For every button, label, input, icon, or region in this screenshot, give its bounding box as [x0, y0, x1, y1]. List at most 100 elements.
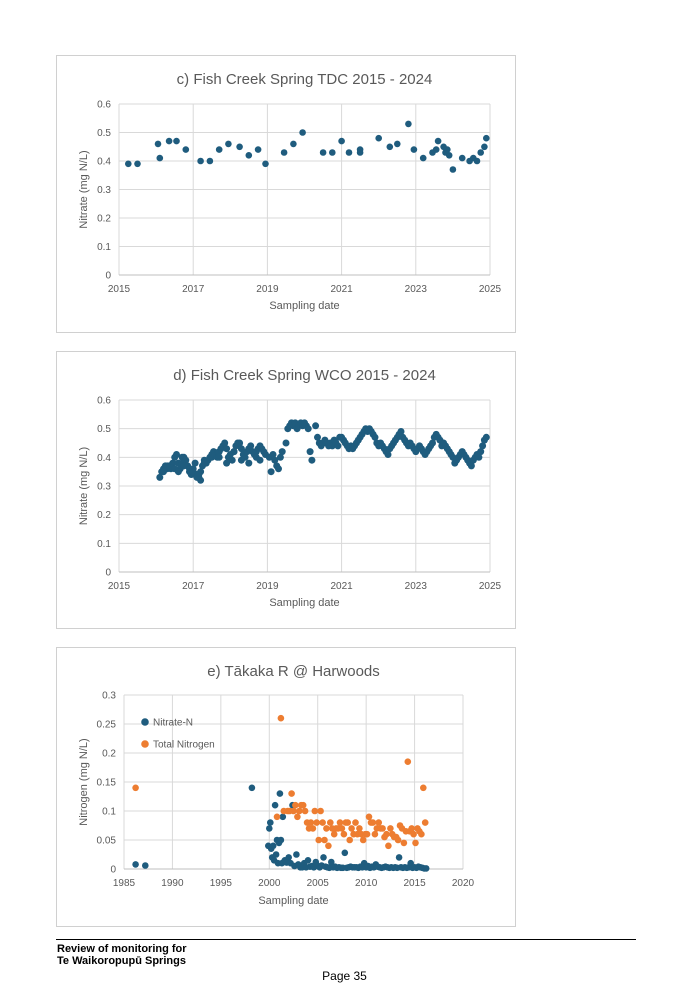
- legend-label: Nitrate-N: [153, 718, 193, 729]
- x-tick-label: 2019: [256, 284, 279, 295]
- data-point: [432, 146, 440, 153]
- x-tick-label: 2020: [452, 878, 475, 889]
- data-point: [445, 152, 453, 159]
- data-point: [267, 468, 275, 476]
- data-point: [346, 836, 354, 844]
- y-tick-label: 0: [105, 568, 111, 579]
- data-point: [236, 143, 243, 151]
- y-tick-label: 0: [110, 865, 116, 876]
- x-tick-label: 2023: [405, 581, 428, 592]
- data-point: [309, 825, 317, 832]
- data-point: [319, 819, 326, 826]
- data-point: [182, 146, 190, 153]
- data-point: [365, 813, 373, 821]
- data-point: [479, 442, 487, 450]
- data-point: [225, 140, 232, 148]
- data-point: [321, 836, 328, 844]
- y-tick-label: 0.2: [97, 214, 111, 225]
- chart-title: c) Fish Creek Spring TDC 2015 - 2024: [177, 71, 433, 88]
- data-point: [271, 456, 279, 464]
- footer-line-1: Review of monitoring for: [57, 943, 187, 955]
- data-point: [340, 830, 348, 838]
- data-point: [299, 801, 307, 809]
- data-point: [306, 448, 314, 456]
- data-point: [330, 830, 338, 838]
- x-tick-label: 1995: [210, 878, 233, 889]
- data-point: [301, 807, 309, 815]
- x-tick-label: 1985: [113, 878, 136, 889]
- data-point: [272, 851, 280, 858]
- data-point: [317, 807, 324, 815]
- x-tick-label: 1990: [161, 878, 184, 889]
- footer-line-2: Te Waikoropupū Springs: [57, 955, 186, 967]
- data-point: [165, 137, 173, 145]
- data-point: [328, 858, 335, 866]
- data-point: [408, 825, 416, 832]
- data-point: [285, 854, 292, 861]
- data-point: [371, 830, 379, 838]
- data-point: [348, 825, 355, 832]
- data-point: [395, 854, 403, 861]
- x-tick-label: 2010: [355, 878, 378, 889]
- data-point: [292, 801, 299, 809]
- data-point: [307, 819, 315, 826]
- data-point: [269, 842, 277, 850]
- chart-e-svg: 0 0.05 0.1 0.15 0.2 0.25 0.3 1985 1990 1995 2000 20…: [78, 663, 475, 907]
- data-point: [142, 862, 149, 869]
- data-point: [173, 451, 180, 458]
- chart-panel-c: 0 0.1 0.2 0.3 0.4 0.5 0.6 2015 2017 2019 2021 2023 2…: [56, 55, 516, 333]
- data-point: [197, 157, 204, 165]
- y-tick-label: 0.4: [97, 453, 111, 464]
- data-point: [132, 784, 139, 792]
- data-point: [444, 146, 451, 153]
- y-tick-label: 0.6: [97, 396, 111, 407]
- data-point: [299, 129, 306, 136]
- data-point: [266, 825, 273, 832]
- footer-divider: [56, 939, 636, 940]
- data-point: [334, 442, 342, 450]
- data-point: [363, 830, 371, 838]
- data-point: [230, 448, 238, 456]
- data-point: [208, 451, 216, 458]
- data-point: [245, 459, 253, 467]
- data-point: [405, 120, 412, 128]
- data-point: [434, 137, 442, 145]
- data-point: [313, 819, 321, 826]
- data-point: [477, 149, 485, 156]
- data-point: [215, 453, 223, 461]
- data-point: [277, 836, 285, 844]
- data-point: [384, 451, 392, 458]
- data-point: [156, 154, 164, 162]
- data-point: [237, 445, 245, 453]
- y-axis-label: Nitrate (mg N/L): [78, 447, 90, 525]
- data-point: [397, 428, 405, 435]
- data-point: [311, 807, 319, 815]
- data-point: [173, 137, 180, 145]
- x-tick-label: 2017: [182, 581, 205, 592]
- data-point: [383, 830, 390, 838]
- data-point: [223, 445, 231, 453]
- data-point: [375, 819, 383, 826]
- chart-panel-e: 0 0.05 0.1 0.15 0.2 0.25 0.3 1985 1990 1995 2000 20…: [56, 647, 516, 927]
- y-tick-label: 0.1: [97, 539, 111, 550]
- data-point: [458, 154, 466, 162]
- data-point: [338, 137, 345, 145]
- x-tick-label: 2025: [479, 284, 502, 295]
- data-point: [189, 468, 197, 476]
- data-point: [482, 433, 490, 441]
- data-point: [245, 152, 253, 159]
- data-point: [290, 140, 297, 148]
- data-point: [421, 819, 429, 826]
- y-tick-label: 0.2: [97, 510, 111, 521]
- data-point: [356, 149, 364, 156]
- data-point: [327, 819, 334, 826]
- x-tick-label: 2015: [108, 284, 131, 295]
- data-point: [134, 160, 141, 168]
- data-point: [449, 166, 457, 173]
- data-point: [314, 433, 321, 441]
- data-point: [359, 836, 367, 844]
- data-point: [223, 459, 231, 467]
- data-point: [282, 439, 290, 447]
- x-tick-label: 2015: [403, 878, 426, 889]
- data-point: [195, 471, 203, 478]
